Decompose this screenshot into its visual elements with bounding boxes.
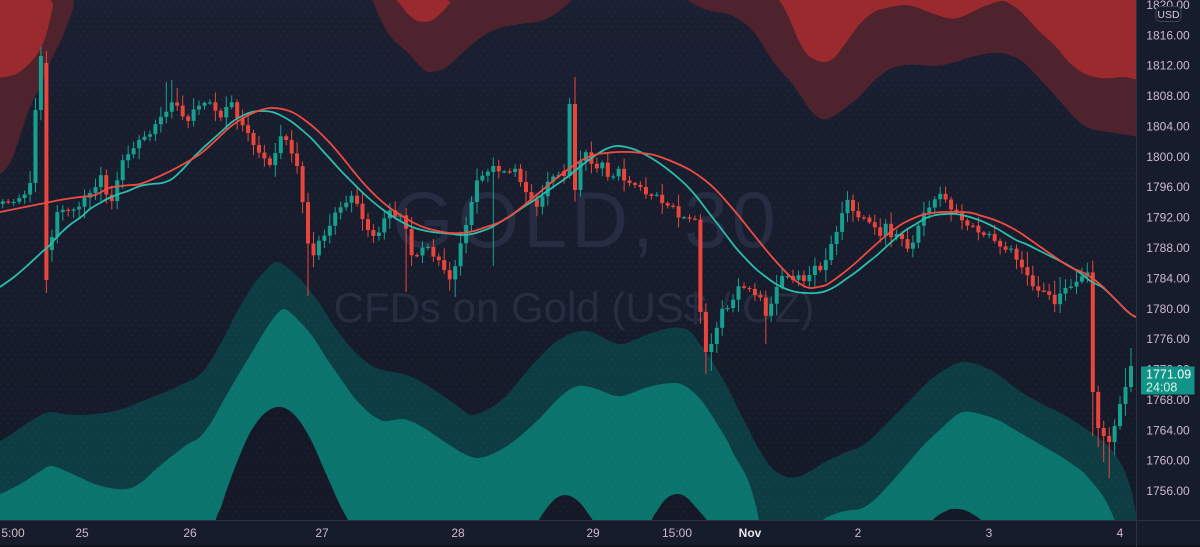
svg-text:25: 25 xyxy=(75,526,89,540)
svg-text:27: 27 xyxy=(315,526,329,540)
svg-text:26: 26 xyxy=(183,526,197,540)
svg-text:1784.00: 1784.00 xyxy=(1146,271,1190,285)
svg-text:24:08: 24:08 xyxy=(1146,381,1177,395)
svg-text:1760.00: 1760.00 xyxy=(1146,454,1190,468)
svg-text:1816.00: 1816.00 xyxy=(1146,28,1190,42)
svg-text:1808.00: 1808.00 xyxy=(1146,89,1190,103)
svg-text:3: 3 xyxy=(986,526,993,540)
svg-text:1800.00: 1800.00 xyxy=(1146,150,1190,164)
svg-text:1788.00: 1788.00 xyxy=(1146,241,1190,255)
svg-text:1780.00: 1780.00 xyxy=(1146,302,1190,316)
svg-text:1764.00: 1764.00 xyxy=(1146,423,1190,437)
svg-text:5:00: 5:00 xyxy=(1,526,25,540)
svg-text:USD: USD xyxy=(1157,9,1180,21)
svg-text:1771.09: 1771.09 xyxy=(1146,368,1191,382)
svg-text:GOLD, 30: GOLD, 30 xyxy=(392,175,780,264)
svg-text:2: 2 xyxy=(855,526,862,540)
svg-text:1756.00: 1756.00 xyxy=(1146,484,1190,498)
svg-text:1792.00: 1792.00 xyxy=(1146,211,1190,225)
svg-text:15:00: 15:00 xyxy=(662,526,692,540)
svg-text:4: 4 xyxy=(1117,526,1124,540)
svg-text:1796.00: 1796.00 xyxy=(1146,180,1190,194)
svg-text:Nov: Nov xyxy=(739,526,762,540)
svg-text:28: 28 xyxy=(451,526,465,540)
svg-text:1804.00: 1804.00 xyxy=(1146,120,1190,134)
svg-text:1812.00: 1812.00 xyxy=(1146,59,1190,73)
svg-text:1768.00: 1768.00 xyxy=(1146,393,1190,407)
svg-text:29: 29 xyxy=(586,526,600,540)
svg-text:1776.00: 1776.00 xyxy=(1146,332,1190,346)
